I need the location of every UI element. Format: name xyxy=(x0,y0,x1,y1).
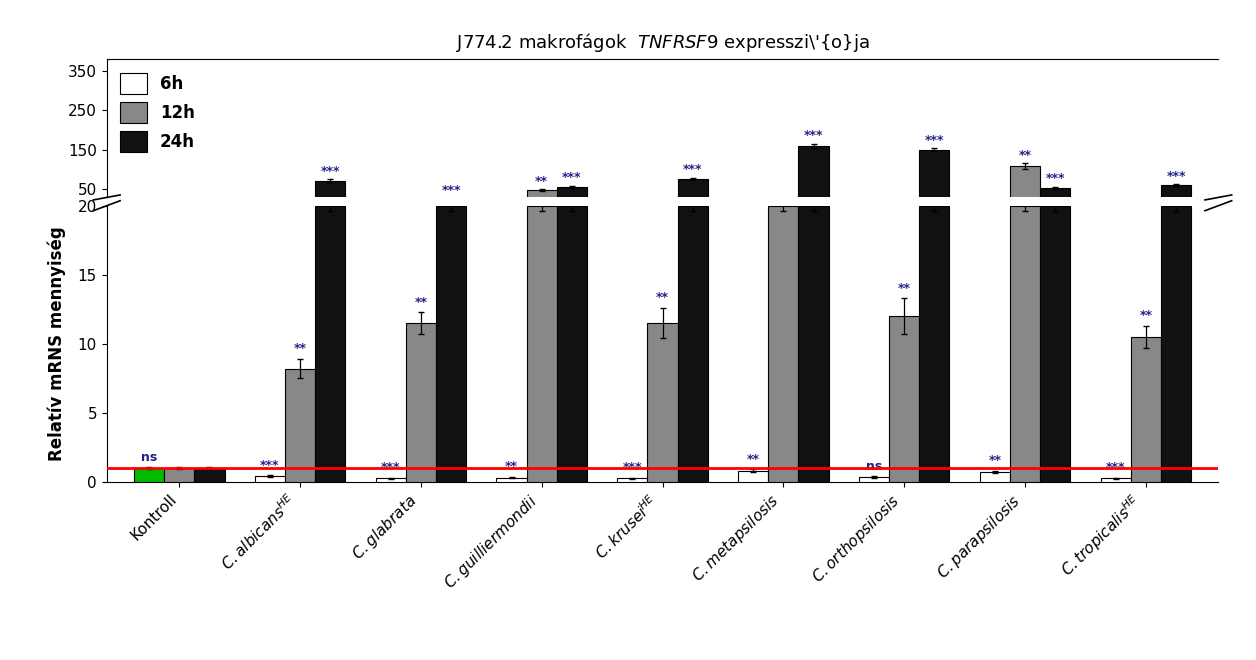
Text: **: ** xyxy=(535,175,548,188)
Text: ***: *** xyxy=(381,461,401,475)
Bar xyxy=(134,468,165,482)
Text: **: ** xyxy=(505,461,517,473)
Bar xyxy=(919,150,950,209)
Text: ***: *** xyxy=(804,129,824,143)
Bar xyxy=(859,477,889,482)
Bar xyxy=(678,179,708,209)
Bar xyxy=(919,206,950,482)
Bar xyxy=(1161,185,1191,209)
Text: ns: ns xyxy=(141,451,157,464)
Text: **: ** xyxy=(294,343,306,356)
Bar xyxy=(1161,206,1191,482)
Text: ***: *** xyxy=(683,163,702,176)
Text: ***: *** xyxy=(320,165,340,178)
Text: ***: *** xyxy=(563,172,582,184)
Text: Relatív mRNS mennyiség: Relatív mRNS mennyiség xyxy=(48,226,65,461)
Bar xyxy=(980,472,1010,482)
Bar xyxy=(376,478,406,482)
Text: **: ** xyxy=(1139,310,1152,322)
Bar xyxy=(647,323,678,482)
Bar xyxy=(496,478,526,482)
Text: ***: *** xyxy=(924,134,945,147)
Text: **: ** xyxy=(414,296,427,309)
Bar xyxy=(526,206,556,482)
Bar xyxy=(1130,337,1161,482)
Bar xyxy=(526,190,556,209)
Legend: 6h, 12h, 24h: 6h, 12h, 24h xyxy=(116,68,200,157)
Text: **: ** xyxy=(656,292,669,304)
Bar xyxy=(195,468,225,482)
Bar xyxy=(1040,188,1070,209)
Bar xyxy=(255,477,285,482)
Text: **: ** xyxy=(988,455,1001,467)
Title: J774.2 makrofágok  $\mathit{TNFRSF9}$ expresszi\'{o}ja: J774.2 makrofágok $\mathit{TNFRSF9}$ exp… xyxy=(456,31,869,54)
Bar xyxy=(617,478,647,482)
Bar xyxy=(769,206,799,482)
Bar xyxy=(436,206,466,482)
Bar xyxy=(678,206,708,482)
Bar xyxy=(285,368,315,482)
Text: ***: *** xyxy=(1167,170,1186,183)
Bar xyxy=(739,471,769,482)
Text: **: ** xyxy=(898,282,911,295)
Bar xyxy=(799,206,829,482)
Bar xyxy=(556,206,587,482)
Bar xyxy=(1100,478,1130,482)
Bar xyxy=(799,146,829,209)
Text: ***: *** xyxy=(1045,172,1065,185)
Text: ns: ns xyxy=(865,460,882,473)
Text: ***: *** xyxy=(1105,461,1125,475)
Text: **: ** xyxy=(1019,148,1031,162)
Bar xyxy=(315,206,345,482)
Bar xyxy=(165,468,195,482)
Text: ***: *** xyxy=(623,461,642,475)
Bar xyxy=(1010,166,1040,209)
Text: **: ** xyxy=(746,453,760,466)
Bar xyxy=(556,187,587,209)
Text: ***: *** xyxy=(441,183,461,197)
Bar xyxy=(406,323,436,482)
Text: ***: *** xyxy=(260,459,280,472)
Bar xyxy=(1040,206,1070,482)
Bar xyxy=(1010,206,1040,482)
Bar xyxy=(889,316,919,482)
Bar xyxy=(315,181,345,209)
